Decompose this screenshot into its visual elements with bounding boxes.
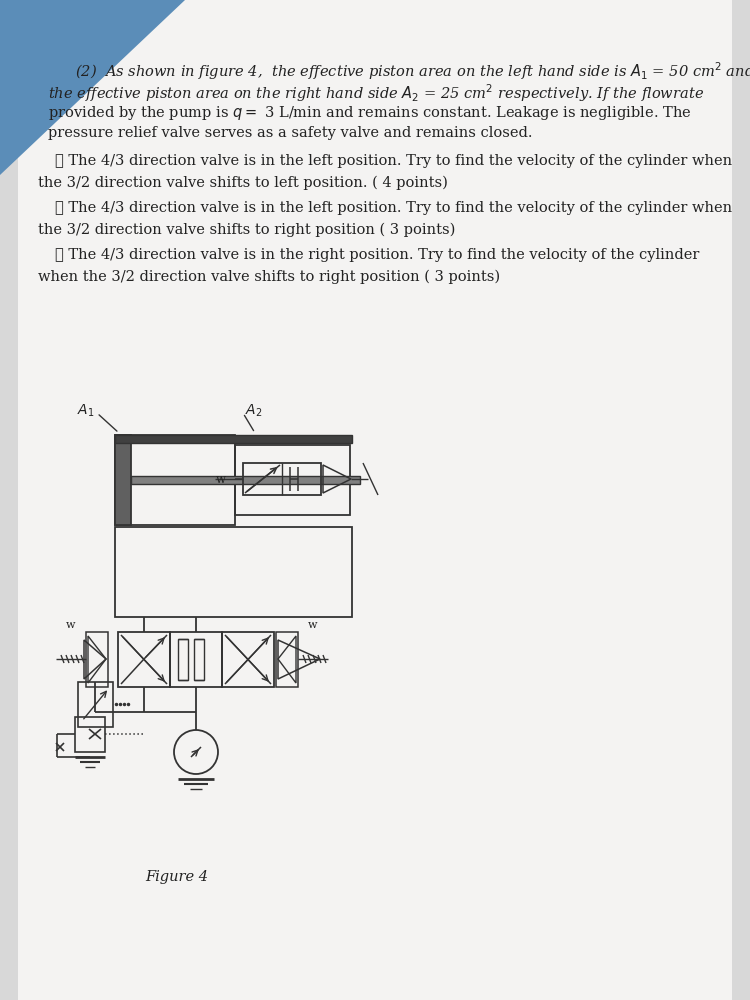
Text: provided by the pump is $q$$=$ 3 L/min and remains constant. Leakage is negligib: provided by the pump is $q$$=$ 3 L/min a… xyxy=(48,104,692,122)
Text: w: w xyxy=(308,620,318,630)
Bar xyxy=(78,682,113,727)
Polygon shape xyxy=(0,0,185,175)
Bar xyxy=(115,527,352,617)
Bar xyxy=(243,463,321,495)
Text: (2)  As shown in figure 4,  the effective piston area on the left hand side is $: (2) As shown in figure 4, the effective … xyxy=(75,60,750,82)
Text: w: w xyxy=(66,620,76,630)
Bar xyxy=(276,632,298,687)
Bar xyxy=(131,476,360,484)
Bar xyxy=(115,435,235,525)
Text: ① The 4/3 direction valve is in the left position. Try to find the velocity of t: ① The 4/3 direction valve is in the left… xyxy=(55,154,732,168)
Text: ③ The 4/3 direction valve is in the right position. Try to find the velocity of : ③ The 4/3 direction valve is in the righ… xyxy=(55,248,699,262)
Bar xyxy=(222,632,274,687)
Text: ② The 4/3 direction valve is in the left position. Try to find the velocity of t: ② The 4/3 direction valve is in the left… xyxy=(55,201,732,215)
Bar xyxy=(115,435,352,443)
Bar xyxy=(86,632,108,687)
Text: $A_2$: $A_2$ xyxy=(245,403,262,419)
Text: the 3/2 direction valve shifts to right position ( 3 points): the 3/2 direction valve shifts to right … xyxy=(38,223,455,237)
Bar xyxy=(170,632,222,687)
Text: when the 3/2 direction valve shifts to right position ( 3 points): when the 3/2 direction valve shifts to r… xyxy=(38,270,500,284)
Text: the 3/2 direction valve shifts to left position. ( 4 points): the 3/2 direction valve shifts to left p… xyxy=(38,176,448,190)
Bar xyxy=(115,435,131,525)
Bar xyxy=(178,639,188,680)
Bar xyxy=(235,445,350,515)
Text: $A_1$: $A_1$ xyxy=(77,403,94,419)
Text: Figure 4: Figure 4 xyxy=(145,870,208,884)
Text: the effective piston area on the right hand side $A_2$ = 25 cm$^2$ respectively.: the effective piston area on the right h… xyxy=(48,82,704,104)
Bar xyxy=(194,639,204,680)
Bar xyxy=(75,717,105,752)
Text: w: w xyxy=(216,473,226,486)
Text: pressure relief valve serves as a safety valve and remains closed.: pressure relief valve serves as a safety… xyxy=(48,126,532,140)
Bar xyxy=(118,632,170,687)
